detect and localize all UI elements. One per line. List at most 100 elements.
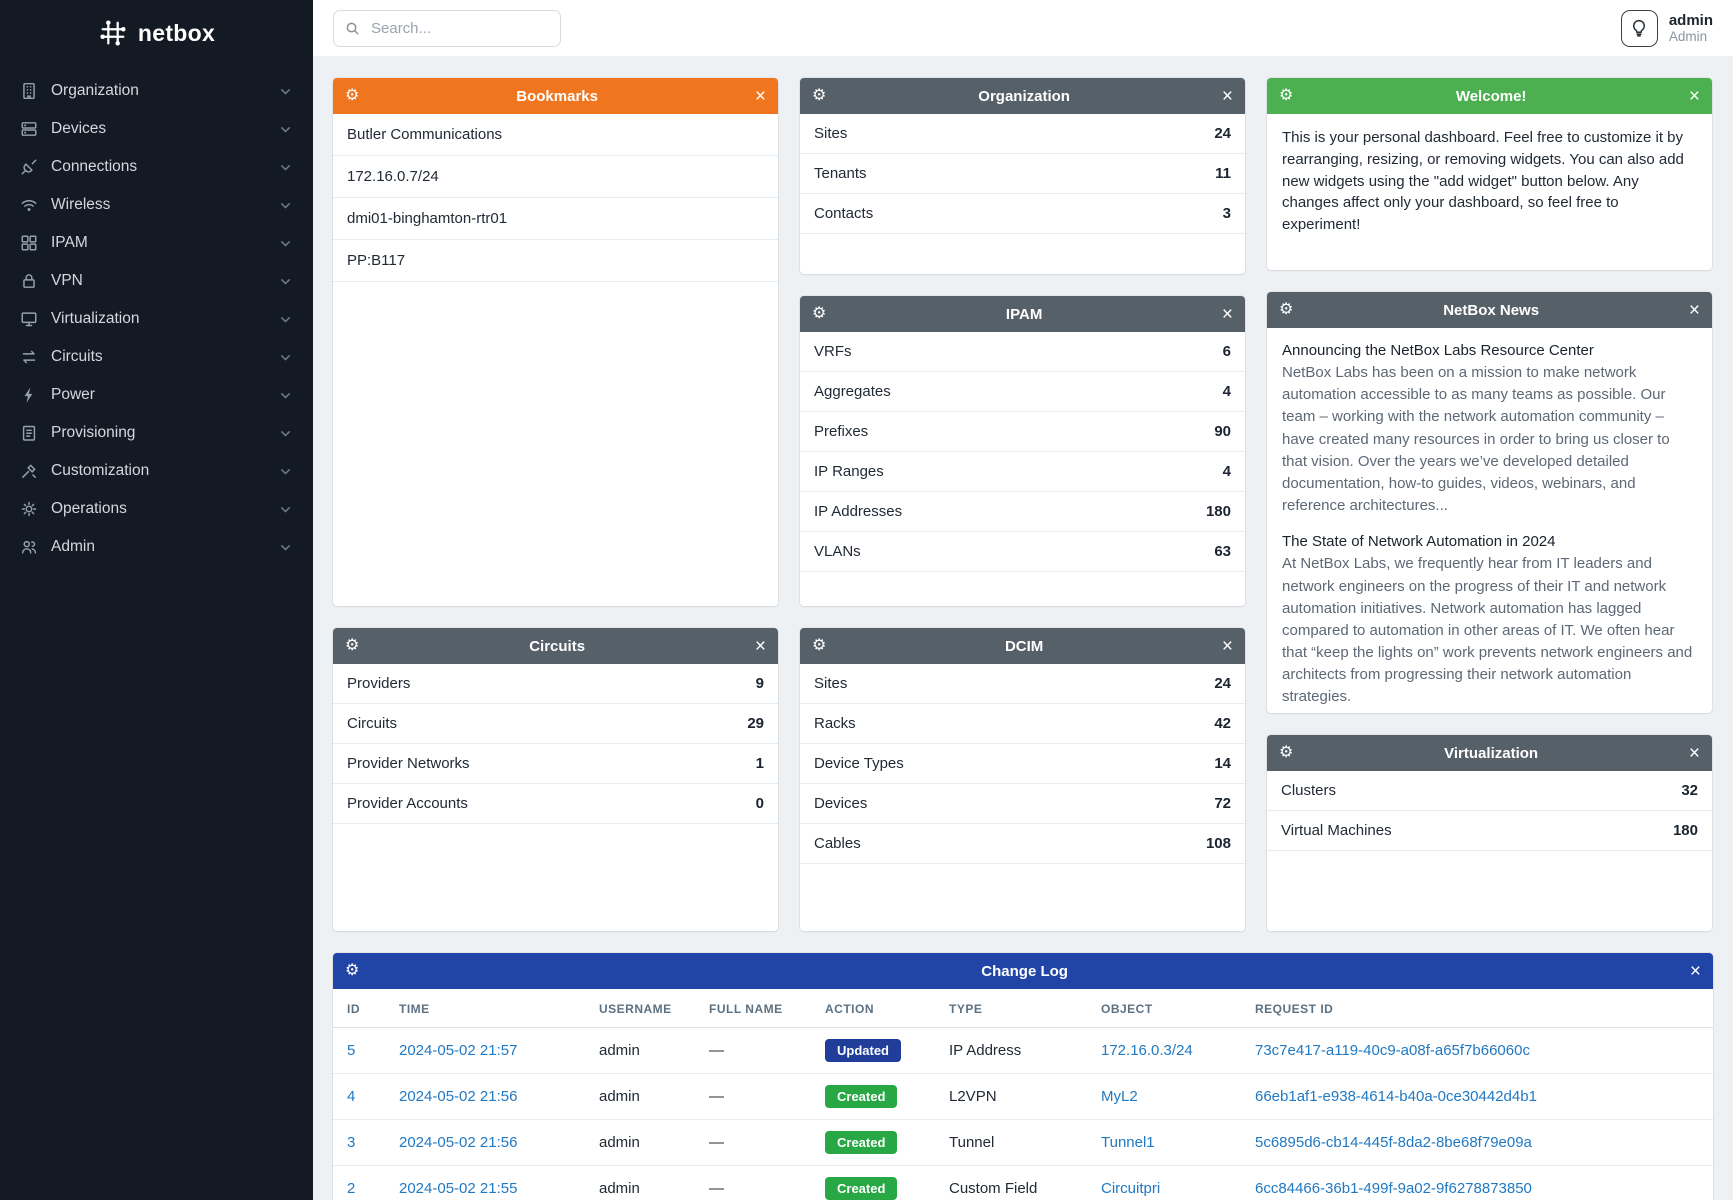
stat-label: Provider Accounts [347,795,468,812]
widget-config-icon[interactable]: ⚙ [812,305,827,322]
changelog-object-link[interactable]: Tunnel1 [1087,1119,1241,1166]
user-menu[interactable]: admin Admin [1620,9,1713,47]
sidebar-item-admin[interactable]: Admin [0,528,313,566]
changelog-request-id-link[interactable]: 6cc84466-36b1-499f-9a02-9f6278873850 [1241,1165,1713,1200]
main-area: admin Admin ⚙ Bookmarks × Butler Communi… [313,0,1733,1200]
column-header-id[interactable]: ID [333,989,385,1028]
stat-row[interactable]: Clusters 32 [1267,771,1712,811]
widget-close-icon[interactable]: × [754,85,766,107]
news-article-title[interactable]: Announcing the NetBox Labs Resource Cent… [1282,342,1594,359]
widget-config-icon[interactable]: ⚙ [345,637,360,654]
stat-row[interactable]: Devices 72 [800,784,1245,824]
search-icon [345,21,360,36]
search-box[interactable] [333,9,561,47]
widget-config-icon[interactable]: ⚙ [812,637,827,654]
widget-circuits-header: ⚙ Circuits × [333,628,778,664]
stat-row[interactable]: Providers 9 [333,664,778,704]
changelog-object-link[interactable]: Circuitpri [1087,1165,1241,1200]
widget-config-icon[interactable]: ⚙ [812,87,827,104]
stat-row[interactable]: Device Types 14 [800,744,1245,784]
bookmark-item[interactable]: 172.16.0.7/24 [333,156,778,198]
sidebar-item-provisioning[interactable]: Provisioning [0,414,313,452]
stat-row[interactable]: Sites 24 [800,664,1245,704]
sidebar-item-vpn[interactable]: VPN [0,262,313,300]
stat-row[interactable]: Contacts 3 [800,194,1245,234]
building-icon [20,82,38,100]
widget-close-icon[interactable]: × [1221,85,1233,107]
changelog-time-link[interactable]: 2024-05-02 21:56 [385,1119,585,1166]
widget-ipam: ⚙ IPAM × VRFs 6 Aggregates 4 Prefixes 90… [800,296,1245,606]
changelog-request-id-link[interactable]: 66eb1af1-e938-4614-b40a-0ce30442d4b1 [1241,1073,1713,1120]
stat-value: 14 [1214,755,1231,772]
theme-toggle-button[interactable] [1620,9,1658,47]
column-header-action[interactable]: ACTION [811,989,935,1028]
widget-config-icon[interactable]: ⚙ [1279,87,1294,104]
grid-icon [20,234,38,252]
dashboard-column-1: ⚙ Bookmarks × Butler Communications 172.1… [333,78,778,931]
news-article-title[interactable]: The State of Network Automation in 2024 [1282,533,1556,551]
changelog-time-link[interactable]: 2024-05-02 21:57 [385,1027,585,1074]
sidebar-item-organization[interactable]: Organization [0,72,313,110]
stat-row[interactable]: IP Addresses 180 [800,492,1245,532]
widget-close-icon[interactable]: × [1688,85,1700,107]
stat-row[interactable]: VRFs 6 [800,332,1245,372]
changelog-type: Tunnel [935,1119,1087,1166]
sidebar-item-power[interactable]: Power [0,376,313,414]
changelog-id-link[interactable]: 4 [333,1073,385,1120]
changelog-time-link[interactable]: 2024-05-02 21:55 [385,1165,585,1200]
changelog-id-link[interactable]: 2 [333,1165,385,1200]
stat-row[interactable]: Circuits 29 [333,704,778,744]
widget-close-icon[interactable]: × [754,635,766,657]
changelog-object-link[interactable]: 172.16.0.3/24 [1087,1027,1241,1074]
widget-close-icon[interactable]: × [1688,299,1700,321]
stat-row[interactable]: Cables 108 [800,824,1245,864]
organization-stats: Sites 24 Tenants 11 Contacts 3 [800,114,1245,234]
changelog-request-id-link[interactable]: 73c7e417-a119-40c9-a08f-a65f7b66060c [1241,1027,1713,1074]
column-header-object[interactable]: OBJECT [1087,989,1241,1028]
changelog-time-link[interactable]: 2024-05-02 21:56 [385,1073,585,1120]
widget-close-icon[interactable]: × [1688,742,1700,764]
bookmark-item[interactable]: dmi01-binghamton-rtr01 [333,198,778,240]
widget-config-icon[interactable]: ⚙ [1279,301,1294,318]
stat-row[interactable]: VLANs 63 [800,532,1245,572]
column-header-username[interactable]: USERNAME [585,989,695,1028]
sidebar-item-devices[interactable]: Devices [0,110,313,148]
netbox-logo[interactable]: netbox [0,0,313,66]
bookmark-item[interactable]: Butler Communications [333,114,778,156]
stat-row[interactable]: IP Ranges 4 [800,452,1245,492]
sidebar-item-label: Circuits [51,348,103,365]
column-header-time[interactable]: TIME [385,989,585,1028]
column-header-type[interactable]: TYPE [935,989,1087,1028]
stat-row[interactable]: Virtual Machines 180 [1267,811,1712,851]
sidebar-item-circuits[interactable]: Circuits [0,338,313,376]
column-header-full-name[interactable]: FULL NAME [695,989,811,1028]
sidebar-item-ipam[interactable]: IPAM [0,224,313,262]
stat-row[interactable]: Tenants 11 [800,154,1245,194]
sidebar-item-wireless[interactable]: Wireless [0,186,313,224]
sidebar-item-virtualization[interactable]: Virtualization [0,300,313,338]
widget-news-header: ⚙ NetBox News × [1267,292,1712,328]
changelog-request-id-link[interactable]: 5c6895d6-cb14-445f-8da2-8be68f79e09a [1241,1119,1713,1166]
stat-row[interactable]: Provider Networks 1 [333,744,778,784]
sidebar-item-customization[interactable]: Customization [0,452,313,490]
news-scroll-area[interactable]: Announcing the NetBox Labs Resource Cent… [1267,328,1712,713]
sidebar-item-connections[interactable]: Connections [0,148,313,186]
column-header-request-id[interactable]: REQUEST ID [1241,989,1713,1028]
stat-row[interactable]: Sites 24 [800,114,1245,154]
search-input[interactable] [369,18,549,38]
sidebar-item-operations[interactable]: Operations [0,490,313,528]
changelog-id-link[interactable]: 5 [333,1027,385,1074]
widget-config-icon[interactable]: ⚙ [1279,744,1294,761]
widget-config-icon[interactable]: ⚙ [345,87,360,104]
widget-close-icon[interactable]: × [1221,303,1233,325]
stat-row[interactable]: Aggregates 4 [800,372,1245,412]
widget-close-icon[interactable]: × [1221,635,1233,657]
widget-close-icon[interactable]: × [1689,960,1701,982]
stat-row[interactable]: Prefixes 90 [800,412,1245,452]
widget-config-icon[interactable]: ⚙ [345,962,360,979]
stat-row[interactable]: Provider Accounts 0 [333,784,778,824]
stat-row[interactable]: Racks 42 [800,704,1245,744]
changelog-id-link[interactable]: 3 [333,1119,385,1166]
bookmark-item[interactable]: PP:B117 [333,240,778,282]
changelog-object-link[interactable]: MyL2 [1087,1073,1241,1120]
